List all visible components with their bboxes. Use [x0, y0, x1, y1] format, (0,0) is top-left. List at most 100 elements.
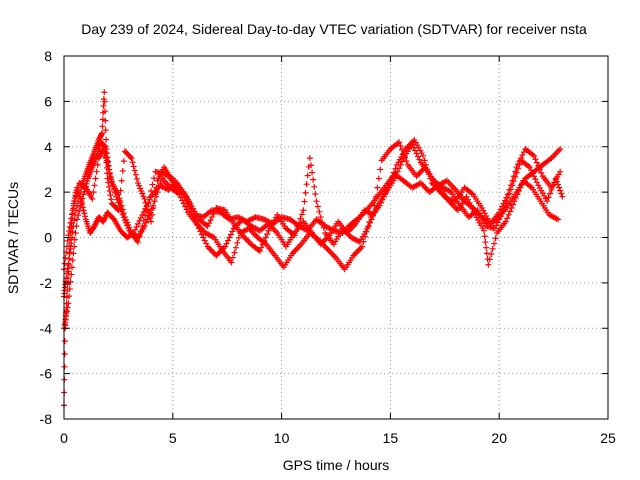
- data-point-marker: [145, 211, 152, 218]
- data-point-marker: [499, 210, 506, 217]
- y-tick-label: -6: [40, 366, 53, 382]
- chart-title: Day 239 of 2024, Sidereal Day-to-day VTE…: [81, 21, 587, 37]
- data-point-marker: [409, 141, 416, 148]
- data-point-marker: [553, 178, 560, 185]
- data-point-marker: [104, 159, 111, 166]
- data-point-marker: [513, 169, 520, 176]
- data-point-marker: [93, 168, 100, 175]
- x-axis-label: GPS time / hours: [283, 457, 390, 473]
- data-point-marker: [469, 205, 476, 212]
- data-point-marker: [177, 194, 184, 201]
- data-point-marker: [557, 168, 564, 175]
- data-point-marker: [194, 222, 201, 229]
- data-point-marker: [148, 187, 155, 194]
- y-tick-label: 8: [44, 48, 52, 64]
- data-point-marker: [107, 173, 114, 180]
- data-point-marker: [61, 321, 68, 328]
- data-point-marker: [105, 166, 112, 173]
- data-point-marker: [101, 89, 108, 96]
- data-point-marker: [230, 254, 237, 261]
- data-point-marker: [482, 239, 489, 246]
- data-point-marker: [544, 198, 551, 205]
- data-point-marker: [491, 225, 498, 232]
- y-tick-label: 0: [44, 230, 52, 246]
- data-point-marker: [69, 228, 76, 235]
- data-point-marker: [310, 176, 317, 183]
- data-point-marker: [66, 255, 73, 262]
- x-tick-label: 0: [60, 430, 68, 446]
- data-point-marker: [68, 240, 75, 247]
- data-point-marker: [106, 169, 113, 176]
- data-point-marker: [99, 123, 106, 130]
- data-point-marker: [512, 168, 519, 175]
- data-point-marker: [70, 250, 77, 257]
- data-point-marker: [316, 208, 323, 215]
- data-point-marker: [66, 285, 73, 292]
- data-point-marker: [100, 96, 107, 103]
- data-point-marker: [109, 215, 116, 222]
- data-point-marker: [133, 223, 140, 230]
- data-points: [61, 89, 566, 409]
- data-point-marker: [65, 300, 72, 307]
- data-point-marker: [139, 223, 146, 230]
- data-point-marker: [106, 187, 113, 194]
- data-point-marker: [146, 194, 153, 201]
- data-point-marker: [137, 228, 144, 235]
- data-point-marker: [485, 261, 492, 268]
- data-point-marker: [502, 218, 509, 225]
- data-point-marker: [146, 214, 153, 221]
- data-point-marker: [137, 214, 144, 221]
- data-point-marker: [372, 206, 379, 213]
- data-point-marker: [152, 191, 159, 198]
- data-point-marker: [105, 163, 112, 170]
- data-point-marker: [414, 153, 421, 160]
- x-tick-label: 25: [600, 430, 616, 446]
- data-point-marker: [63, 243, 70, 250]
- data-point-marker: [304, 172, 311, 179]
- data-point-marker: [206, 220, 213, 227]
- data-point-marker: [391, 175, 398, 182]
- data-point-marker: [505, 211, 512, 218]
- data-point-marker: [140, 217, 147, 224]
- data-point-marker: [181, 192, 188, 199]
- data-point-marker: [222, 243, 229, 250]
- data-point-marker: [74, 216, 81, 223]
- data-point-marker: [132, 171, 139, 178]
- data-point-marker: [420, 152, 427, 159]
- data-point-marker: [367, 219, 374, 226]
- data-point-marker: [397, 142, 404, 149]
- grid-lines: [64, 56, 608, 419]
- data-point-marker: [483, 244, 490, 251]
- data-point-marker: [69, 257, 76, 264]
- data-point-marker: [259, 241, 266, 248]
- data-point-marker: [532, 156, 539, 163]
- data-point-marker: [297, 215, 304, 222]
- data-point-marker: [76, 208, 83, 215]
- data-point-marker: [488, 251, 495, 258]
- data-point-marker: [73, 223, 80, 230]
- data-point-marker: [114, 206, 121, 213]
- data-point-marker: [393, 172, 400, 179]
- data-point-marker: [235, 234, 242, 241]
- data-point-marker: [298, 211, 305, 218]
- data-point-marker: [302, 189, 309, 196]
- data-point-marker: [556, 184, 563, 191]
- data-point-marker: [101, 142, 108, 149]
- data-point-marker: [497, 206, 504, 213]
- data-point-marker: [178, 186, 185, 193]
- data-point-marker: [68, 215, 75, 222]
- data-point-marker: [80, 207, 87, 214]
- x-tick-label: 10: [274, 430, 290, 446]
- data-point-marker: [526, 164, 533, 171]
- data-point-marker: [99, 130, 106, 137]
- data-point-marker: [508, 205, 515, 212]
- data-point-marker: [412, 147, 419, 154]
- y-tick-label: -8: [40, 411, 53, 427]
- data-point-marker: [229, 228, 236, 235]
- data-point-marker: [79, 195, 86, 202]
- data-point-marker: [466, 199, 473, 206]
- data-point-marker: [201, 237, 208, 244]
- data-point-marker: [480, 227, 487, 234]
- data-point-marker: [500, 207, 507, 214]
- x-tick-label: 5: [169, 430, 177, 446]
